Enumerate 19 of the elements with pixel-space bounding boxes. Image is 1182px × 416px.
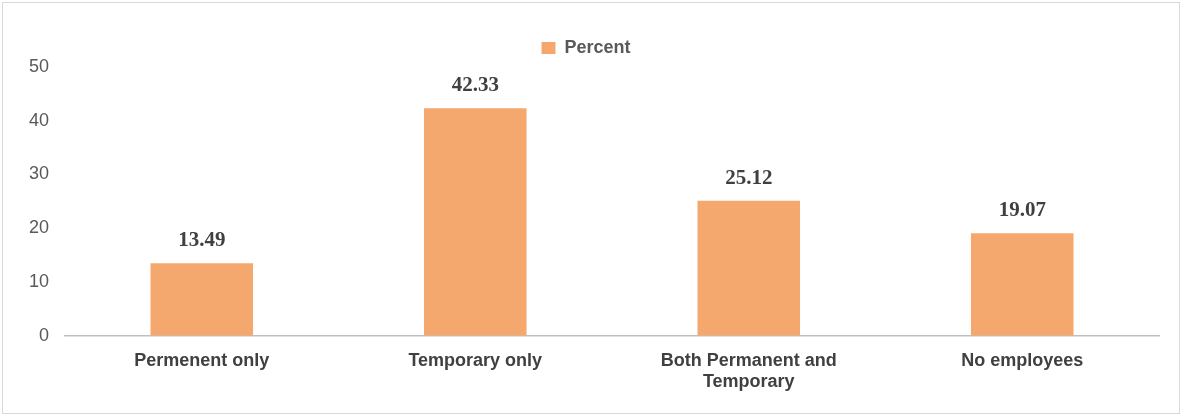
x-tick-label: Both Permanent and Temporary: [660, 349, 837, 392]
legend-label: Percent: [564, 36, 631, 57]
y-tick-label: 50: [28, 55, 50, 76]
x-tick-label: Temporary only: [408, 349, 543, 370]
y-tick-label: 0: [39, 324, 50, 345]
data-label: 19.07: [998, 197, 1046, 222]
x-tick-label: Permenent only: [134, 349, 270, 370]
bar: [697, 200, 801, 336]
y-tick-label: 40: [28, 109, 50, 130]
y-tick-label: 30: [28, 163, 50, 184]
bar: [970, 233, 1074, 336]
y-tick-label: 10: [28, 271, 50, 292]
bar: [423, 108, 527, 336]
data-label: 13.49: [178, 227, 226, 252]
data-label: 42.33: [451, 72, 499, 97]
x-tick-label: No employees: [961, 349, 1084, 370]
data-label: 25.12: [725, 164, 773, 189]
bar: [150, 263, 254, 336]
y-tick-label: 20: [28, 217, 50, 238]
